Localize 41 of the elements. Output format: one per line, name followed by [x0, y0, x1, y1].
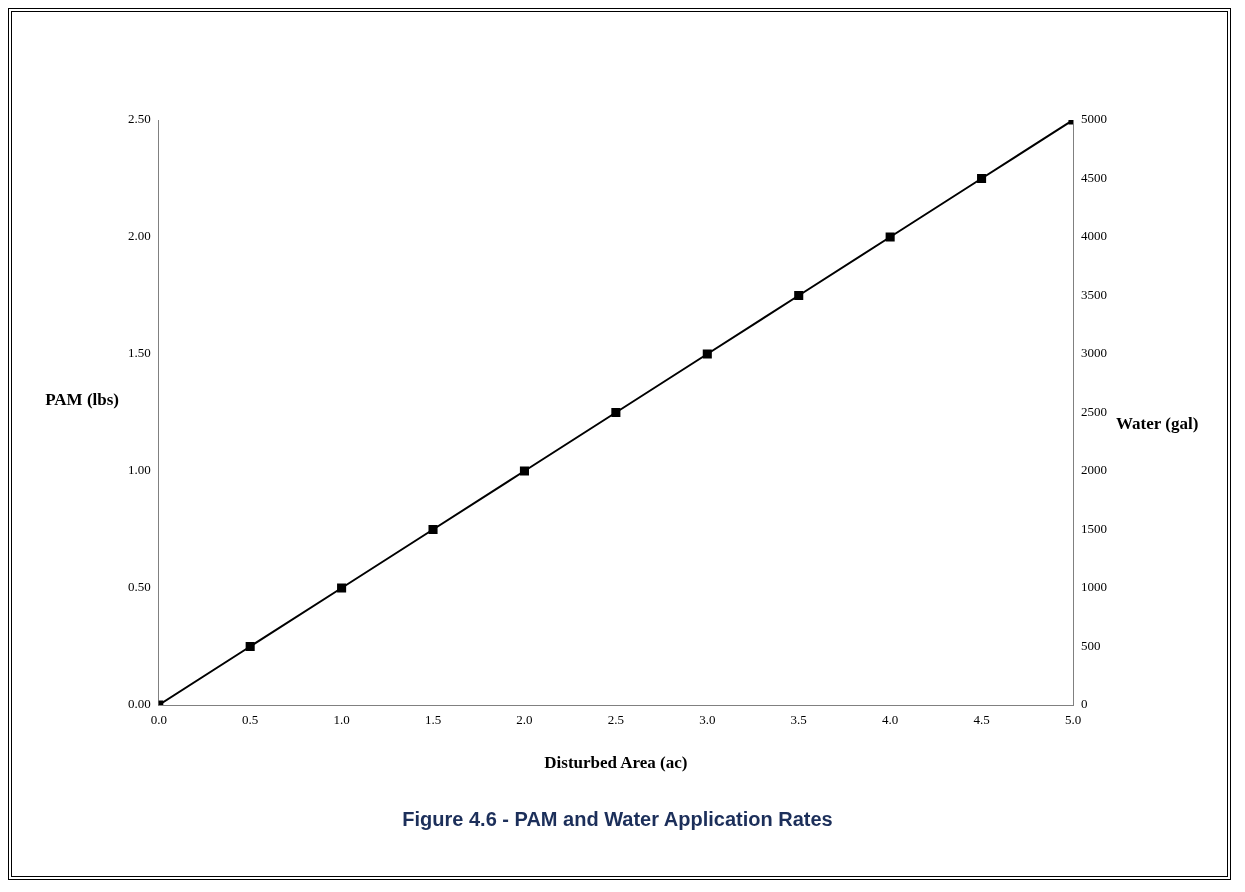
point — [337, 583, 347, 593]
x-tick-label: 0.0 — [150, 712, 167, 728]
y2-tick-label: 4000 — [1081, 228, 1107, 244]
x-tick-label: 3.5 — [790, 712, 807, 728]
y-tick-label: 0.50 — [128, 579, 151, 595]
y-axis-title: PAM (lbs) — [45, 390, 119, 410]
x-tick-label: 2.0 — [516, 712, 533, 728]
point — [519, 466, 529, 476]
point — [977, 173, 987, 184]
y2-tick-label: 2500 — [1081, 403, 1107, 419]
y2-tick-label: 2000 — [1081, 462, 1107, 478]
y2-tick-label: 1000 — [1081, 579, 1107, 595]
x-tick-label: 0.5 — [242, 712, 259, 728]
y2-tick-label: 3500 — [1081, 286, 1107, 302]
y2-tick-label: 1500 — [1081, 520, 1107, 536]
y-tick-label: 2.00 — [128, 228, 151, 244]
point — [702, 349, 712, 359]
y-tick-label: 0.00 — [128, 696, 151, 712]
x-tick-label: 2.5 — [607, 712, 624, 728]
y2-axis-title: Water (gal) — [1116, 413, 1199, 433]
y-tick-label: 1.50 — [128, 345, 151, 361]
x-tick-label: 1.0 — [333, 712, 350, 728]
point — [794, 290, 804, 301]
x-tick-label: 5.0 — [1064, 712, 1082, 728]
x-axis-title: Disturbed Area (ac) — [544, 753, 688, 773]
text: Figure 4.6 - PAM and Water Application Rates — [402, 807, 833, 830]
y2-tick-label: 5000 — [1081, 111, 1107, 127]
point — [245, 641, 255, 652]
y2-tick-label: 0 — [1081, 696, 1088, 712]
y-tick-label: 2.50 — [128, 111, 151, 127]
x-tick-label: 4.0 — [882, 712, 899, 728]
point — [428, 524, 438, 535]
y2-tick-label: 500 — [1081, 637, 1101, 653]
point — [611, 407, 621, 418]
y2-tick-label: 4500 — [1081, 169, 1107, 185]
x-tick-label: 4.5 — [973, 712, 990, 728]
y-tick-label: 1.00 — [128, 462, 151, 478]
x-tick-label: 1.5 — [424, 712, 442, 728]
x-tick-label: 3.0 — [699, 712, 716, 728]
y2-tick-label: 3000 — [1081, 345, 1107, 361]
point — [885, 232, 895, 242]
